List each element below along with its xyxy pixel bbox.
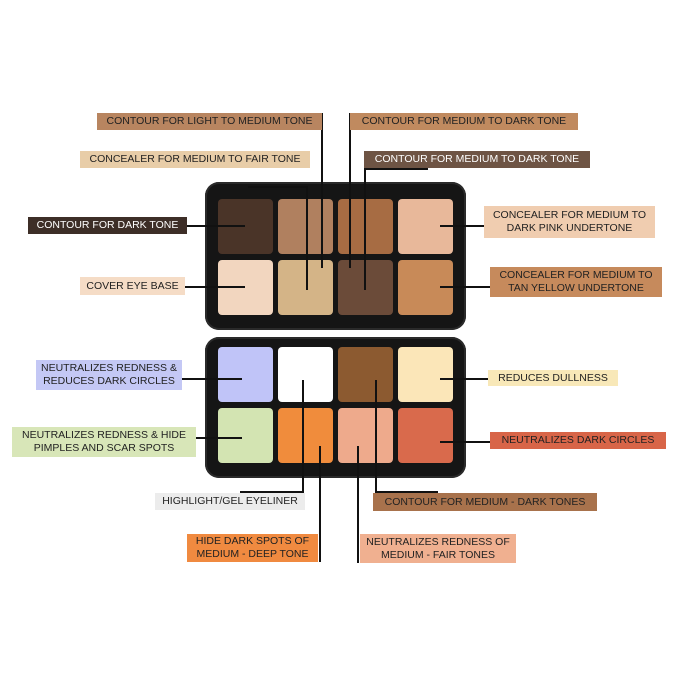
leader-line [180, 437, 242, 439]
leader-line [302, 380, 304, 493]
label-concealer-medium-fair: CONCEALER FOR MEDIUM TO FAIR TONE [80, 151, 310, 168]
leader-line [440, 441, 490, 443]
leader-line [180, 378, 242, 380]
color-pan [278, 260, 333, 315]
label-neutralize-dark-circles: NEUTRALIZES DARK CIRCLES [490, 432, 666, 449]
label-contour-medium-dark-2: CONTOUR FOR MEDIUM TO DARK TONE [364, 151, 590, 168]
label-hide-dark-spots: HIDE DARK SPOTS OF MEDIUM - DEEP TONE [187, 534, 318, 562]
leader-line [375, 380, 377, 493]
color-pan [218, 347, 273, 402]
leader-line [349, 113, 351, 268]
leader-line [375, 491, 438, 493]
color-pan [338, 408, 393, 463]
label-contour-dark: CONTOUR FOR DARK TONE [28, 217, 187, 234]
leader-line [440, 378, 488, 380]
label-concealer-tan-yellow: CONCEALER FOR MEDIUM TO TAN YELLOW UNDER… [490, 267, 662, 297]
leader-line [440, 225, 484, 227]
label-contour-medium-dark-tones: CONTOUR FOR MEDIUM - DARK TONES [373, 493, 597, 511]
leader-line [248, 186, 308, 188]
color-pan [338, 347, 393, 402]
leader-line [321, 113, 323, 268]
label-cover-eye-base: COVER EYE BASE [80, 277, 185, 295]
color-pan [398, 408, 453, 463]
color-pan [278, 408, 333, 463]
label-neutralize-redness-circles: NEUTRALIZES REDNESS & REDUCES DARK CIRCL… [36, 360, 182, 390]
label-reduces-dullness: REDUCES DULLNESS [488, 370, 618, 386]
label-contour-light-medium: CONTOUR FOR LIGHT TO MEDIUM TONE [97, 113, 322, 130]
label-highlight-gel-eyeliner: HIGHLIGHT/GEL EYELINER [155, 493, 305, 510]
leader-line [306, 186, 308, 290]
palette-bottom [205, 337, 466, 478]
leader-line [440, 286, 490, 288]
leader-line [319, 446, 321, 562]
leader-line [364, 168, 428, 170]
leader-line [240, 491, 304, 493]
leader-line [357, 446, 359, 563]
label-neutralize-redness-fair: NEUTRALIZES REDNESS OF MEDIUM - FAIR TON… [360, 534, 516, 563]
color-pan [218, 408, 273, 463]
color-pan [398, 347, 453, 402]
leader-line [364, 168, 366, 290]
palette-top [205, 182, 466, 330]
label-concealer-dark-pink: CONCEALER FOR MEDIUM TO DARK PINK UNDERT… [484, 206, 655, 238]
label-contour-medium-dark: CONTOUR FOR MEDIUM TO DARK TONE [350, 113, 578, 130]
color-pan [278, 199, 333, 254]
label-neutralize-redness-pimples: NEUTRALIZES REDNESS & HIDE PIMPLES AND S… [12, 427, 196, 457]
leader-line [185, 286, 245, 288]
leader-line [187, 225, 245, 227]
color-pan [278, 347, 333, 402]
